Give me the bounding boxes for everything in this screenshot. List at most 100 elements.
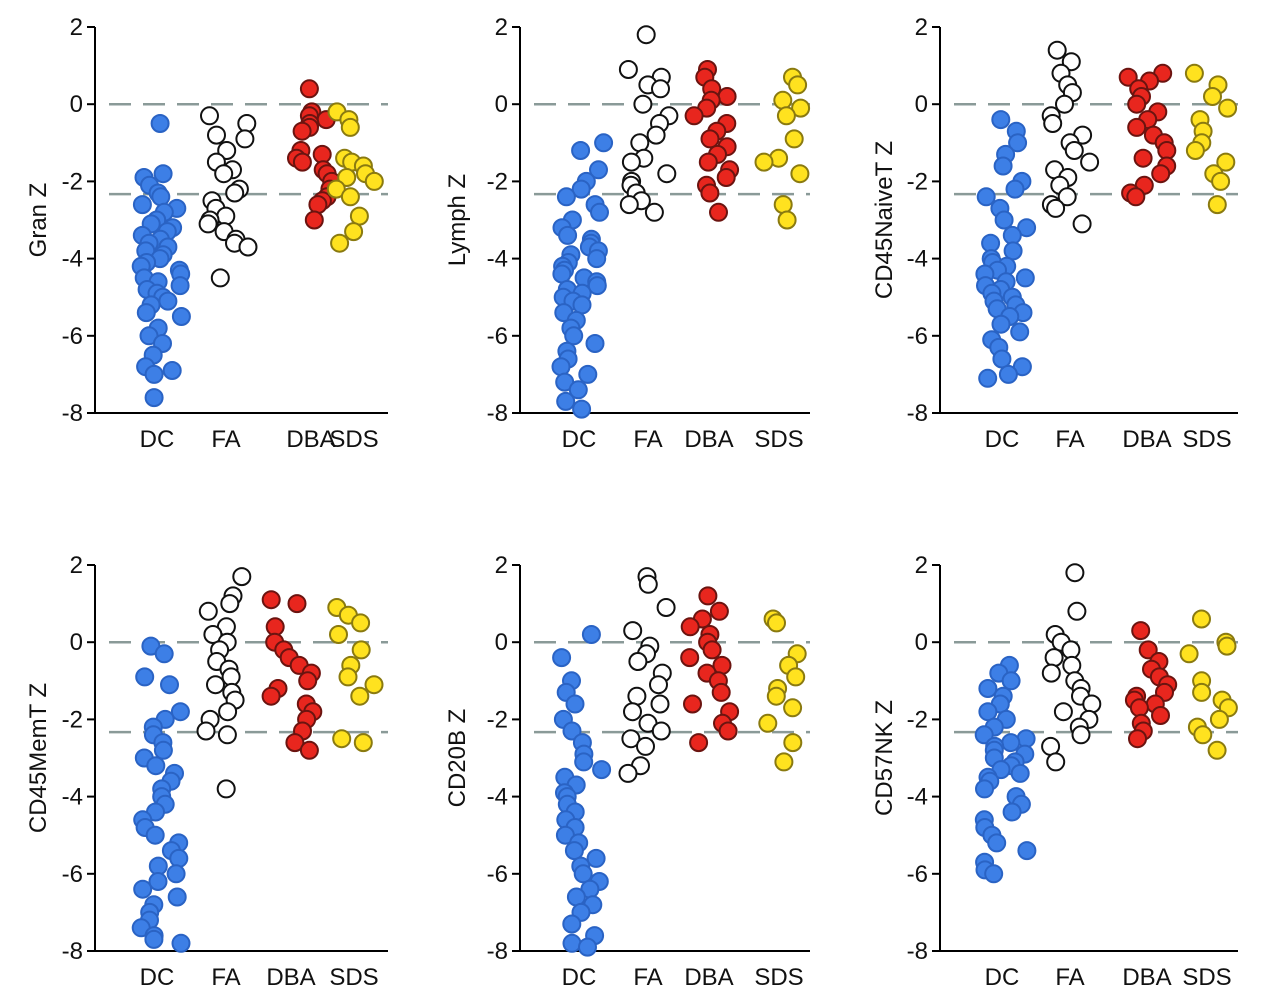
cd20b-z-point-sds <box>783 698 803 718</box>
cd57nk-z-y-tick-label: -8 <box>907 938 928 965</box>
cd45memt-z-point-dba <box>299 740 319 760</box>
cd45memt-z-y-tick-label: -6 <box>62 861 83 888</box>
cd45memt-z-point-sds <box>364 675 384 695</box>
gran-z-point-dc <box>151 187 171 207</box>
cd45naivet-z-series-dc <box>975 110 1037 388</box>
cd45memt-z-point-dc <box>144 929 164 949</box>
cd45naivet-z-point-fa <box>1057 187 1077 207</box>
cd57nk-z-point-fa <box>1041 663 1061 683</box>
gran-z-series-dc <box>131 114 191 408</box>
panel-cd20b-z: 2 0 -2 -4 -6 -8 CD20B Z DC FA DBA SDS <box>444 552 810 991</box>
cd57nk-z-point-sds <box>1207 740 1227 760</box>
cd57nk-z-point-sds <box>1217 636 1237 656</box>
cd57nk-z-point-sds <box>1209 709 1229 729</box>
gran-z-point-dc <box>170 276 190 296</box>
gran-z-y-tick-label: -2 <box>62 168 83 195</box>
cd57nk-z-point-dba <box>1151 706 1170 725</box>
cd45naivet-z-y-tick-label: -8 <box>907 400 928 427</box>
cd57nk-z-point-sds <box>1192 682 1212 702</box>
cd20b-z-y-axis-title: CD20B Z <box>444 709 471 808</box>
gran-z-point-dc <box>162 361 182 380</box>
cd20b-z-point-dc <box>552 648 572 668</box>
cd45naivet-z-point-sds <box>1218 98 1238 118</box>
cd45naivet-z-point-dc <box>998 364 1018 384</box>
cd45naivet-z-point-dba <box>1127 94 1147 114</box>
cd45memt-z-point-sds <box>332 729 352 749</box>
cd45naivet-z-point-sds <box>1211 171 1231 191</box>
lymph-z-point-dc <box>564 326 584 346</box>
lymph-z-point-fa <box>619 195 639 215</box>
cd20b-z-point-dc <box>573 864 593 884</box>
gran-z-point-fa <box>216 206 236 226</box>
cd45naivet-z-point-dba <box>1133 148 1153 168</box>
cd45naivet-z-point-dba <box>1127 117 1147 137</box>
gran-z-x-label-fa: FA <box>211 426 240 453</box>
cd57nk-z-series-sds <box>1179 609 1238 760</box>
cd20b-z-point-sds <box>774 752 794 772</box>
lymph-z-point-dc <box>594 133 614 153</box>
cd45naivet-z-point-sds <box>1184 63 1204 83</box>
lymph-z-series-dba <box>684 60 740 222</box>
cd45naivet-z-y-axis-title: CD45NaiveT Z <box>871 141 898 299</box>
gran-z-point-sds <box>326 179 346 199</box>
lymph-z-series-fa <box>618 25 679 222</box>
cd20b-z-y-tick-label: 2 <box>495 552 508 579</box>
gran-z-x-label-dba: DBA <box>286 426 335 453</box>
cd57nk-z-y-tick-label: -2 <box>907 706 928 733</box>
cd20b-z-point-dba <box>718 721 738 741</box>
lymph-z-point-fa <box>644 202 664 222</box>
cd20b-z-point-sds <box>783 733 803 753</box>
cd20b-z-point-fa <box>638 574 658 594</box>
cd45memt-z-x-label-fa: FA <box>211 964 240 991</box>
gran-z-x-label-dc: DC <box>140 426 175 453</box>
cd45memt-z-y-axis-title: CD45MemT Z <box>25 683 52 833</box>
cd20b-z-point-dc <box>574 752 594 772</box>
cd20b-z-point-dba <box>680 648 700 668</box>
lymph-z-point-dc <box>552 264 572 284</box>
cd45memt-z-point-fa <box>203 625 223 644</box>
cd20b-z-point-dba <box>702 640 722 660</box>
cd20b-z-point-dba <box>698 586 718 606</box>
cd45memt-z-point-fa <box>221 667 241 687</box>
cd45naivet-z-point-dba <box>1157 141 1177 160</box>
cd45naivet-z-point-sds <box>1203 87 1222 106</box>
lymph-z-point-sds <box>777 210 797 230</box>
lymph-z-point-dc <box>587 276 607 296</box>
cd45naivet-z-point-fa <box>1061 52 1081 72</box>
cd45memt-z-point-dba <box>285 733 305 753</box>
cd20b-z-point-dc <box>566 887 586 907</box>
gran-z-point-dc <box>171 307 191 326</box>
lymph-z-point-sds <box>773 90 793 110</box>
lymph-z-point-dc <box>578 364 598 384</box>
cd20b-z-point-fa <box>649 675 668 695</box>
lymph-z-point-dc <box>572 295 592 315</box>
lymph-z-point-fa <box>651 79 670 99</box>
cd57nk-z-point-fa <box>1065 563 1085 583</box>
lymph-z-point-dc <box>556 187 576 207</box>
cd20b-z-point-dc <box>565 694 585 714</box>
cd45memt-z-x-label-dc: DC <box>140 964 175 991</box>
lymph-z-point-dc <box>589 160 608 180</box>
lymph-z-point-dc <box>558 225 578 245</box>
cd57nk-z-point-dc <box>984 864 1004 884</box>
gran-z-point-dc <box>158 291 178 311</box>
lymph-z-y-tick-label: -4 <box>487 246 508 273</box>
lymph-z-point-fa <box>633 94 653 114</box>
cd45memt-z-point-dc <box>146 756 166 776</box>
gran-z-point-sds <box>340 187 360 207</box>
cd57nk-z-series-dc <box>974 655 1037 884</box>
cd57nk-z-point-dc <box>1001 671 1021 691</box>
gran-z-point-fa <box>235 129 255 149</box>
cd57nk-z-y-tick-label: 0 <box>915 629 928 656</box>
cd45memt-z-series-dba <box>261 590 323 760</box>
lymph-z-point-fa <box>621 152 641 172</box>
cd20b-z-point-fa <box>656 598 676 617</box>
cd45memt-z-point-dc <box>133 879 153 899</box>
cd45naivet-z-y-tick-label: 0 <box>915 91 928 118</box>
cd57nk-z-y-axis-title: CD57NK Z <box>871 700 898 816</box>
cd57nk-z-point-fa <box>1041 736 1061 756</box>
gran-z-point-fa <box>238 237 258 257</box>
lymph-z-point-sds <box>790 164 810 184</box>
cd20b-z-point-dc <box>592 760 612 780</box>
